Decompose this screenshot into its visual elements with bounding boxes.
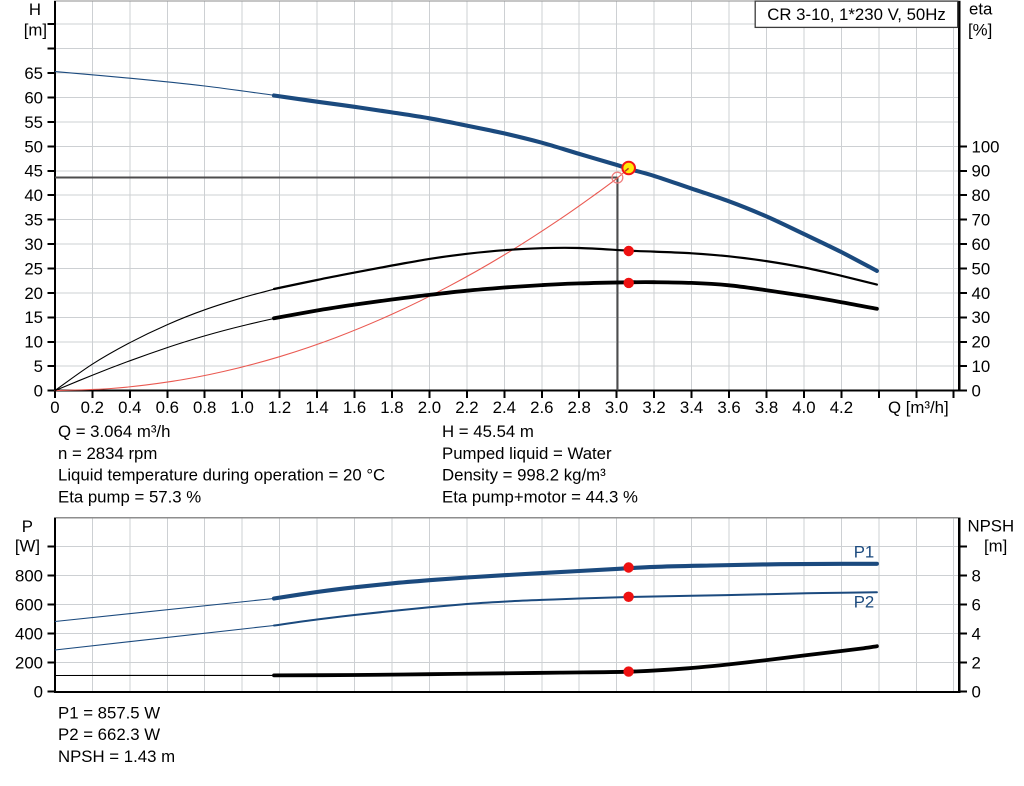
svg-text:10: 10 — [972, 357, 991, 376]
svg-text:40: 40 — [24, 186, 43, 205]
svg-text:Eta pump+motor = 44.3 %: Eta pump+motor = 44.3 % — [442, 487, 638, 506]
svg-text:CR 3-10, 1*230 V, 50Hz: CR 3-10, 1*230 V, 50Hz — [767, 5, 946, 24]
svg-text:90: 90 — [972, 162, 991, 181]
svg-text:35: 35 — [24, 211, 43, 230]
svg-text:8: 8 — [972, 567, 981, 586]
svg-text:0: 0 — [50, 398, 59, 417]
svg-text:2.0: 2.0 — [418, 398, 441, 417]
svg-text:2.4: 2.4 — [493, 398, 516, 417]
svg-text:3.2: 3.2 — [642, 398, 665, 417]
svg-text:Liquid temperature during oper: Liquid temperature during operation = 20… — [58, 466, 385, 485]
svg-text:5: 5 — [34, 357, 43, 376]
svg-text:100: 100 — [972, 137, 1000, 156]
svg-text:55: 55 — [24, 113, 43, 132]
svg-text:3.6: 3.6 — [717, 398, 740, 417]
svg-text:0: 0 — [972, 682, 981, 701]
svg-text:60: 60 — [972, 235, 991, 254]
svg-text:[m]: [m] — [984, 537, 1007, 556]
svg-text:[m]: [m] — [24, 21, 47, 40]
svg-text:Pumped liquid = Water: Pumped liquid = Water — [442, 444, 612, 463]
svg-text:0: 0 — [972, 382, 981, 401]
svg-text:[W]: [W] — [15, 537, 40, 556]
svg-text:3.8: 3.8 — [755, 398, 778, 417]
svg-text:H = 45.54 m: H = 45.54 m — [442, 422, 534, 441]
svg-text:65: 65 — [24, 64, 43, 83]
svg-text:4.2: 4.2 — [830, 398, 853, 417]
svg-text:P1 = 857.5 W: P1 = 857.5 W — [58, 703, 160, 722]
svg-text:600: 600 — [15, 596, 43, 615]
svg-text:0: 0 — [34, 382, 43, 401]
svg-text:eta: eta — [969, 0, 993, 19]
svg-text:2.6: 2.6 — [530, 398, 553, 417]
svg-text:Density = 998.2 kg/m³: Density = 998.2 kg/m³ — [442, 466, 606, 485]
svg-text:20: 20 — [24, 284, 43, 303]
svg-text:4: 4 — [972, 625, 981, 644]
svg-text:2: 2 — [972, 653, 981, 672]
svg-text:20: 20 — [972, 333, 991, 352]
svg-text:30: 30 — [24, 235, 43, 254]
svg-text:80: 80 — [972, 186, 991, 205]
svg-text:P1: P1 — [854, 542, 875, 561]
svg-text:P2: P2 — [854, 593, 875, 612]
svg-text:P2 = 662.3 W: P2 = 662.3 W — [58, 725, 160, 744]
svg-text:Q = 3.064 m³/h: Q = 3.064 m³/h — [58, 422, 170, 441]
svg-text:Eta pump = 57.3 %: Eta pump = 57.3 % — [58, 487, 201, 506]
svg-text:1.8: 1.8 — [380, 398, 403, 417]
svg-text:60: 60 — [24, 88, 43, 107]
svg-text:400: 400 — [15, 625, 43, 644]
svg-text:NPSH = 1.43 m: NPSH = 1.43 m — [58, 747, 175, 766]
svg-text:2.8: 2.8 — [568, 398, 591, 417]
svg-text:10: 10 — [24, 333, 43, 352]
svg-text:3.0: 3.0 — [605, 398, 628, 417]
svg-text:2.2: 2.2 — [455, 398, 478, 417]
svg-text:1.4: 1.4 — [305, 398, 328, 417]
svg-text:6: 6 — [972, 596, 981, 615]
svg-text:50: 50 — [24, 137, 43, 156]
svg-text:[%]: [%] — [968, 21, 992, 40]
svg-text:800: 800 — [15, 567, 43, 586]
svg-text:0.2: 0.2 — [81, 398, 104, 417]
svg-text:25: 25 — [24, 259, 43, 278]
svg-text:1.2: 1.2 — [268, 398, 291, 417]
svg-text:0: 0 — [34, 682, 43, 701]
svg-text:3.4: 3.4 — [680, 398, 703, 417]
svg-text:0.4: 0.4 — [118, 398, 141, 417]
svg-text:15: 15 — [24, 308, 43, 327]
svg-text:0.8: 0.8 — [193, 398, 216, 417]
svg-text:H: H — [29, 0, 41, 19]
svg-text:70: 70 — [972, 211, 991, 230]
svg-text:P: P — [22, 517, 33, 536]
svg-text:4.0: 4.0 — [792, 398, 815, 417]
svg-text:40: 40 — [972, 284, 991, 303]
svg-text:1.6: 1.6 — [343, 398, 366, 417]
svg-text:30: 30 — [972, 308, 991, 327]
svg-text:0.6: 0.6 — [156, 398, 179, 417]
svg-text:n = 2834 rpm: n = 2834 rpm — [58, 444, 157, 463]
svg-text:1.0: 1.0 — [231, 398, 254, 417]
svg-text:45: 45 — [24, 162, 43, 181]
svg-text:NPSH: NPSH — [968, 517, 1015, 536]
svg-text:50: 50 — [972, 259, 991, 278]
svg-text:Q [m³/h]: Q [m³/h] — [888, 398, 949, 417]
svg-text:200: 200 — [15, 653, 43, 672]
